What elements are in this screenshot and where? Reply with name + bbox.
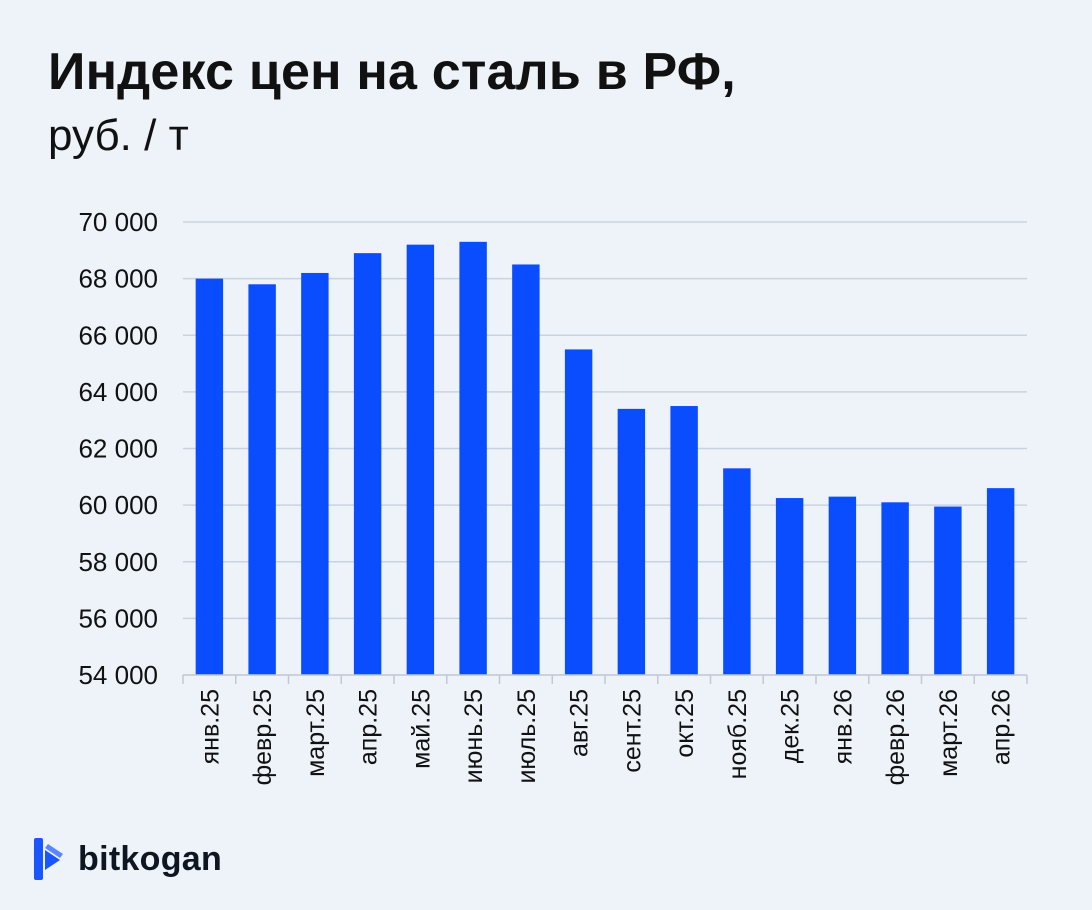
x-tick-label: окт.25 [671,689,699,758]
bar-янв.25 [195,278,224,675]
bar-март.25 [301,272,329,675]
bar-апр.25 [353,253,382,676]
x-tick-label: нояб.25 [724,689,752,779]
x-tick-label: февр.25 [249,689,277,785]
bar-май.25 [406,244,435,675]
bar-апр.26 [986,488,1015,675]
x-tick-label: апр.25 [355,689,383,765]
bar-авг.25 [564,349,593,675]
bar-окт.25 [670,406,698,675]
bar-февр.25 [248,284,276,675]
brand-name: bitkogan [78,840,223,878]
y-tick-label: 54 000 [78,660,158,690]
bitkogan-logo-icon [34,838,63,880]
x-tick-label: март.26 [935,689,963,777]
x-tick-label: апр.26 [988,689,1016,765]
chart-title: Индекс цен на сталь в РФ, [48,43,736,101]
x-tick-label: июнь.25 [460,689,488,783]
y-tick-label: 60 000 [78,490,158,520]
y-tick-label: 66 000 [78,320,158,350]
x-tick-label: февр.26 [882,689,910,785]
chart-subtitle: руб. / т [48,111,189,160]
bar-нояб.25 [723,468,751,675]
brand-logo: bitkogan [32,836,222,882]
x-tick-label: дек.25 [777,689,805,763]
x-tick-label: май.25 [407,689,435,769]
x-tick-label: янв.25 [196,689,224,764]
y-tick-label: 56 000 [78,603,158,633]
y-tick-label: 62 000 [78,434,158,464]
x-tick-label: июль.25 [513,689,541,784]
bar-сент.25 [617,408,646,675]
y-tick-label: 70 000 [78,207,158,237]
y-tick-label: 64 000 [78,377,158,407]
bar-март.26 [934,506,962,675]
y-tick-label: 58 000 [78,547,158,577]
x-tick-label: янв.26 [829,689,857,764]
x-tick-label: авг.25 [566,689,594,757]
bar-дек.25 [775,498,804,675]
bar-июль.25 [512,264,540,675]
x-tick-label: март.25 [302,689,330,777]
bar-янв.26 [828,496,857,675]
y-tick-label: 68 000 [78,264,158,294]
bar-июнь.25 [459,241,487,675]
bar-февр.26 [881,502,909,675]
x-tick-label: сент.25 [618,689,646,773]
